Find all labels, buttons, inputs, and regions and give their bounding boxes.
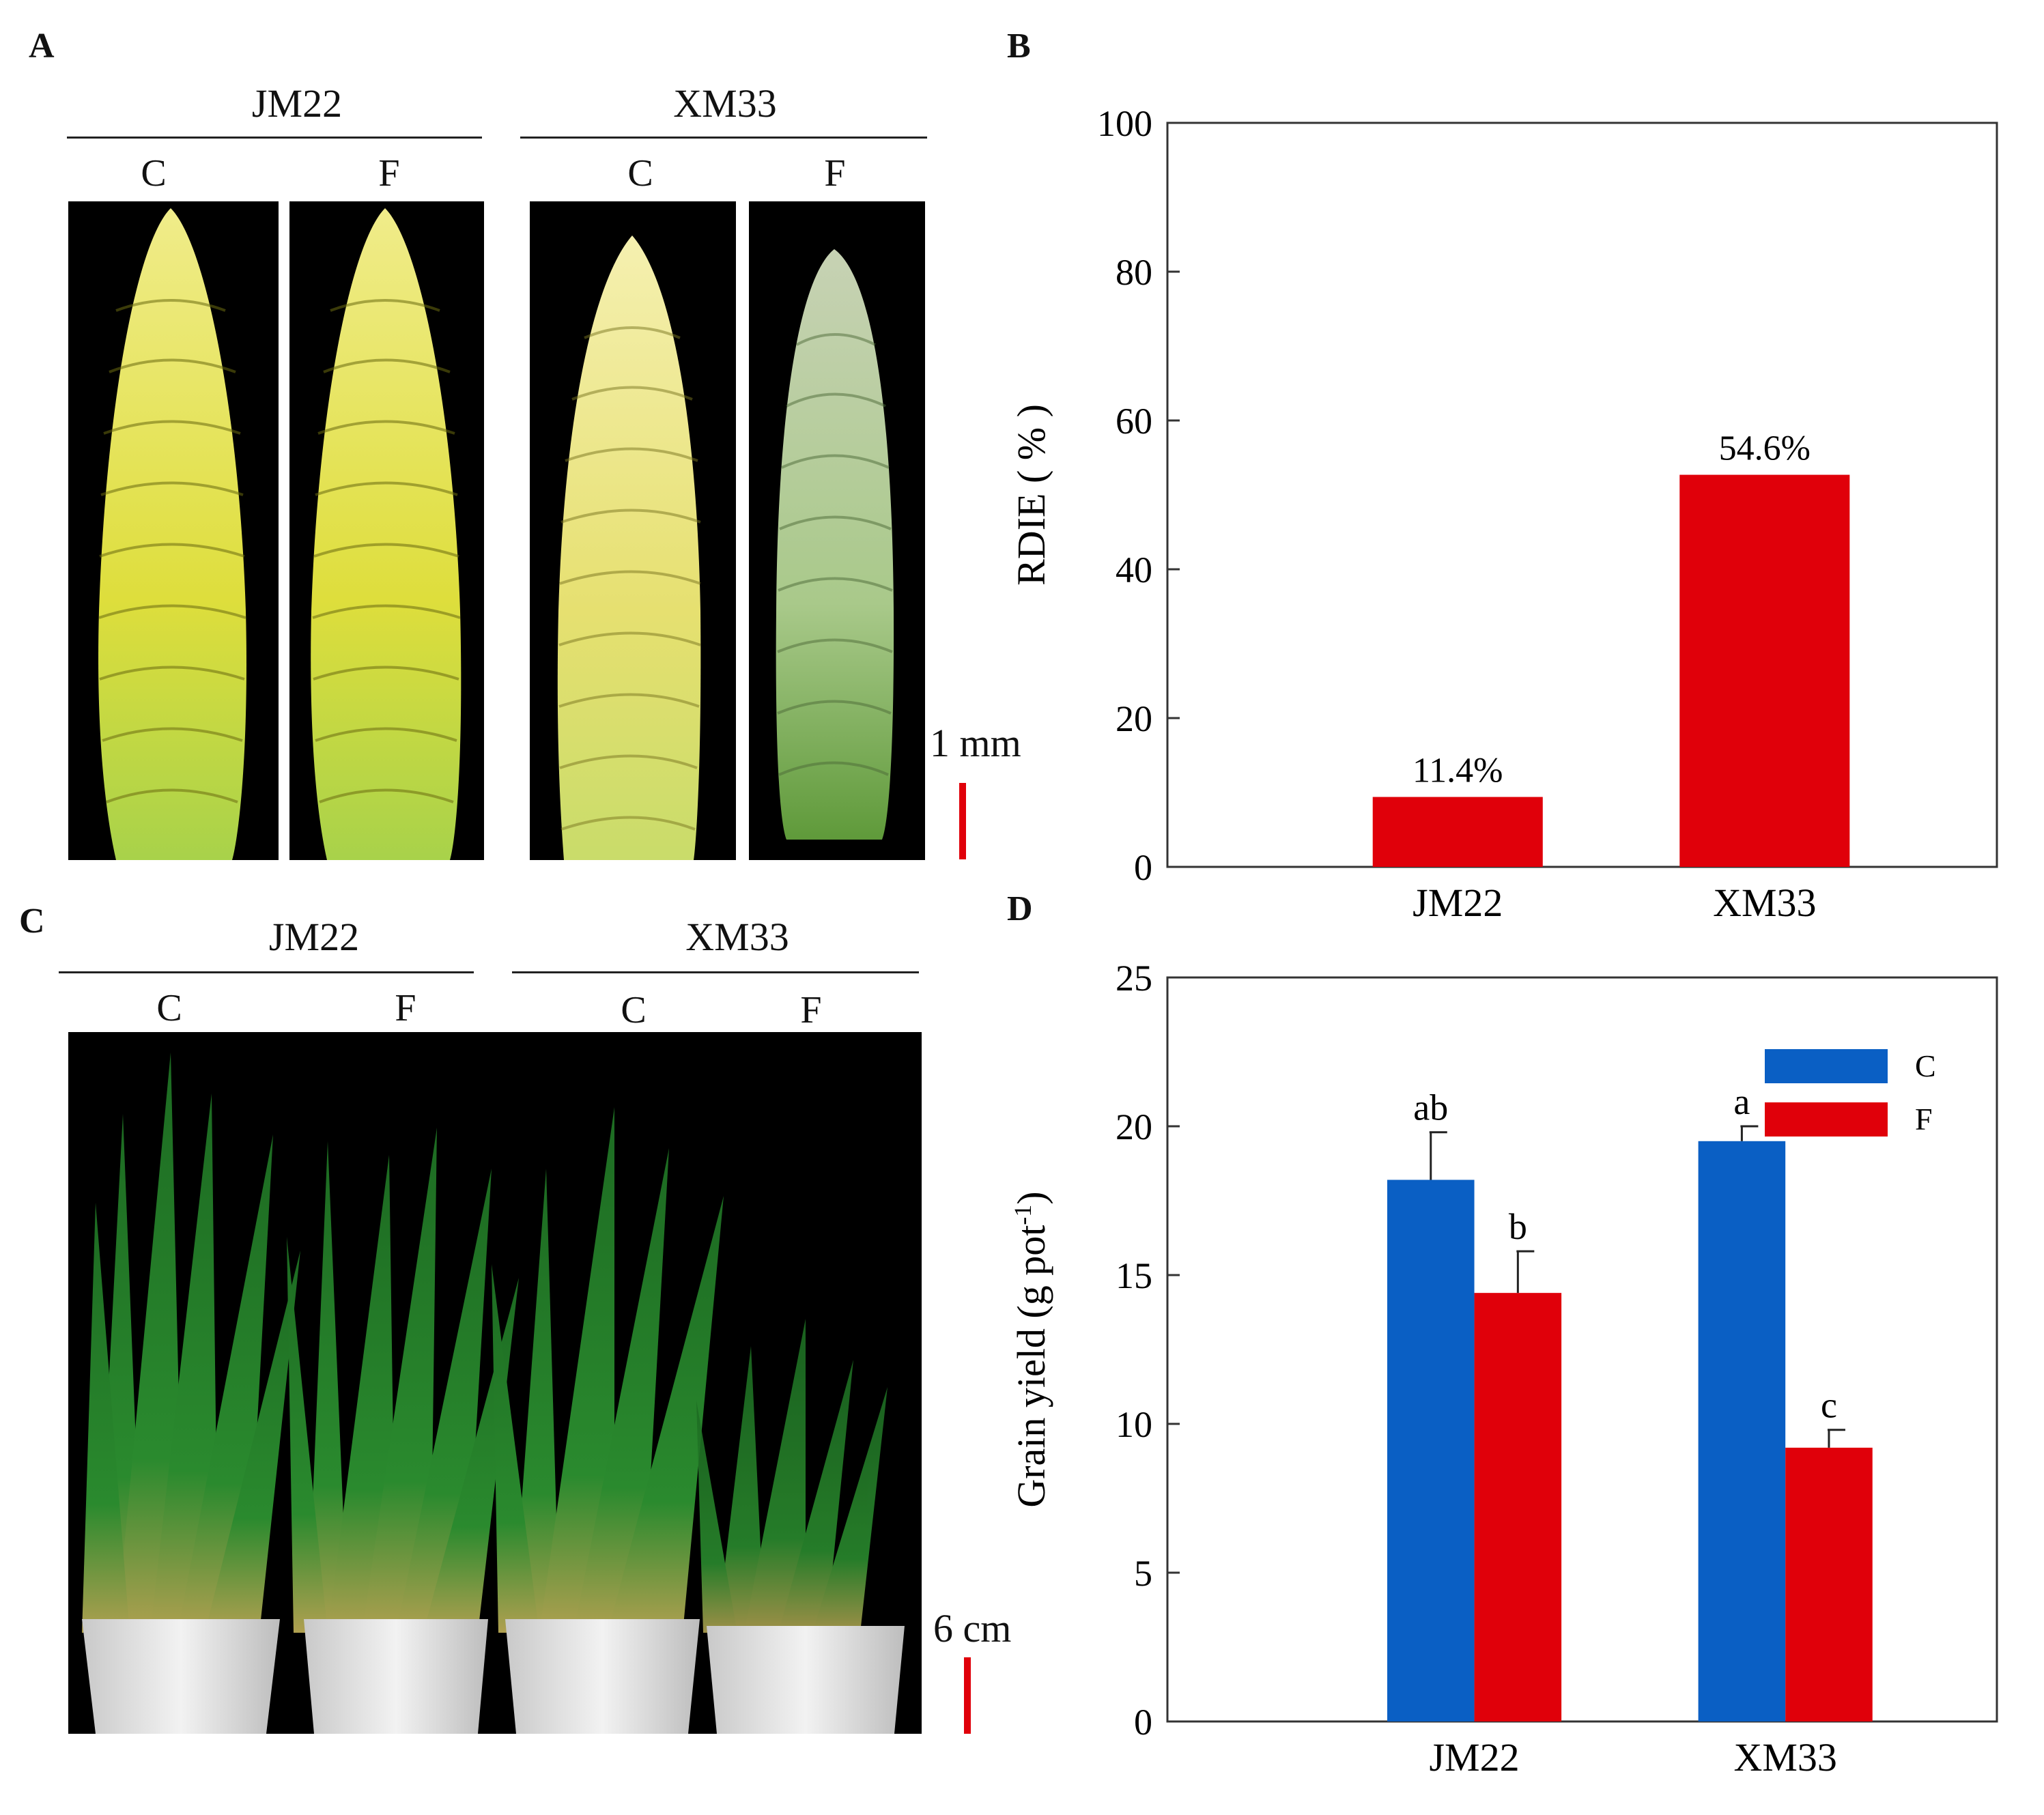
panel-b-letter: B (1007, 27, 1031, 66)
panel-c-genotype-jm22: JM22 (268, 915, 360, 959)
chart-d-y-tick-label: 0 (1134, 1702, 1152, 1743)
panel-a-scale-text: 1 mm (930, 721, 1021, 765)
chart-b-plot-frame (1166, 122, 1998, 868)
chart-b-data-label: 54.6% (1719, 429, 1811, 468)
chart-d-bar-xm33-f (1785, 1447, 1873, 1721)
chart-d-plot-frame (1166, 976, 1998, 1723)
chart-d-legend-label: F (1915, 1102, 1933, 1137)
panel-c-scale-bar (964, 1657, 971, 1734)
panel-c-genotype-xm33: XM33 (685, 915, 789, 959)
chart-b-y-tick-label: 20 (1116, 698, 1152, 739)
chart-d-y-tick-label: 15 (1116, 1255, 1152, 1296)
chart-d-bar-jm22-f (1474, 1293, 1562, 1721)
chart-b-y-axis-label: RDIE ( % ) (1009, 404, 1053, 586)
chart-d-significance-letter: c (1821, 1385, 1837, 1426)
chart-b-data-label: 11.4% (1413, 752, 1503, 790)
spike-photo-jm22-control (68, 201, 279, 860)
chart-b-y-tick-label: 80 (1116, 252, 1152, 293)
chart-b-y-tick-label: 40 (1116, 549, 1152, 590)
chart-d-significance-letter: a (1733, 1081, 1750, 1122)
chart-b-x-tick-label: XM33 (1713, 881, 1816, 925)
chart-d-x-tick-label: XM33 (1733, 1735, 1836, 1780)
spike-photo-xm33-frost (749, 201, 925, 860)
panel-c-jm22-bracket-line (59, 971, 474, 973)
panel-c-treatment-label: F (395, 987, 416, 1029)
chart-d-significance-letter: b (1509, 1206, 1527, 1247)
chart-b-y-tick-label: 60 (1116, 401, 1152, 442)
chart-d-bar-xm33-c (1698, 1141, 1786, 1721)
chart-d: 0 5 10 15 20 25 ab b JM22 a c XM33 CF Grain yield (g … (1009, 958, 1998, 1780)
spike-photo-jm22-frost (289, 201, 484, 860)
panel-c-xm33-bracket-line (512, 971, 919, 973)
panel-a-jm22-bracket-line (67, 137, 482, 139)
chart-b-bar-xm33 (1679, 474, 1850, 867)
panel-a-genotype-jm22: JM22 (251, 81, 343, 126)
chart-d-y-tick-label: 20 (1116, 1106, 1152, 1147)
panel-c-letter: C (19, 902, 45, 941)
pots (82, 1619, 905, 1734)
plant-jm22-control (82, 1053, 300, 1633)
panel-a-genotype-xm33: XM33 (673, 81, 777, 126)
chart-b-y-tick-label: 0 (1134, 847, 1152, 888)
chart-b-y-tick-label: 100 (1097, 103, 1152, 144)
panel-a-scale-bar (959, 783, 966, 859)
plant-xm33-frost (696, 1319, 888, 1633)
panel-a-treatment-label: C (141, 152, 167, 195)
plants-pots-photo (68, 1032, 922, 1734)
chart-b-bar-jm22 (1372, 797, 1543, 867)
chart-b-x-tick-label: JM22 (1413, 881, 1503, 925)
chart-d-x-tick-label: JM22 (1429, 1735, 1519, 1780)
panel-a-treatment-label: C (627, 152, 653, 195)
panel-a-treatment-label: F (824, 152, 846, 195)
chart-d-significance-letter: ab (1413, 1087, 1448, 1128)
chart-d-y-tick-label: 25 (1116, 958, 1152, 999)
chart-d-y-tick-label: 10 (1116, 1404, 1152, 1445)
panel-a-letter: A (29, 27, 55, 66)
panel-a-treatment-label: F (378, 152, 400, 195)
panel-c-treatment-label: C (621, 989, 647, 1031)
panel-d-letter: D (1007, 889, 1033, 928)
chart-d-bar-jm22-c (1387, 1180, 1475, 1721)
chart-d-legend-swatch-f (1765, 1102, 1888, 1137)
chart-d-legend-label: C (1915, 1048, 1936, 1083)
plant-xm33-control (492, 1107, 724, 1633)
chart-d-y-axis-label: Grain yield (g pot-1) (1009, 1191, 1053, 1507)
chart-b: 0 20 40 60 80 100 11.4% JM22 54.6% XM33 RDIE ( % ) (1009, 103, 1998, 925)
chart-d-y-tick-label: 5 (1134, 1553, 1152, 1594)
panel-c-treatment-label: F (800, 989, 822, 1031)
panel-c-treatment-label: C (156, 987, 182, 1029)
spike-photo-xm33-control (530, 201, 736, 860)
chart-d-legend-swatch-c (1765, 1049, 1888, 1083)
panel-c-scale-text: 6 cm (933, 1606, 1012, 1650)
panel-a-xm33-bracket-line (520, 137, 927, 139)
